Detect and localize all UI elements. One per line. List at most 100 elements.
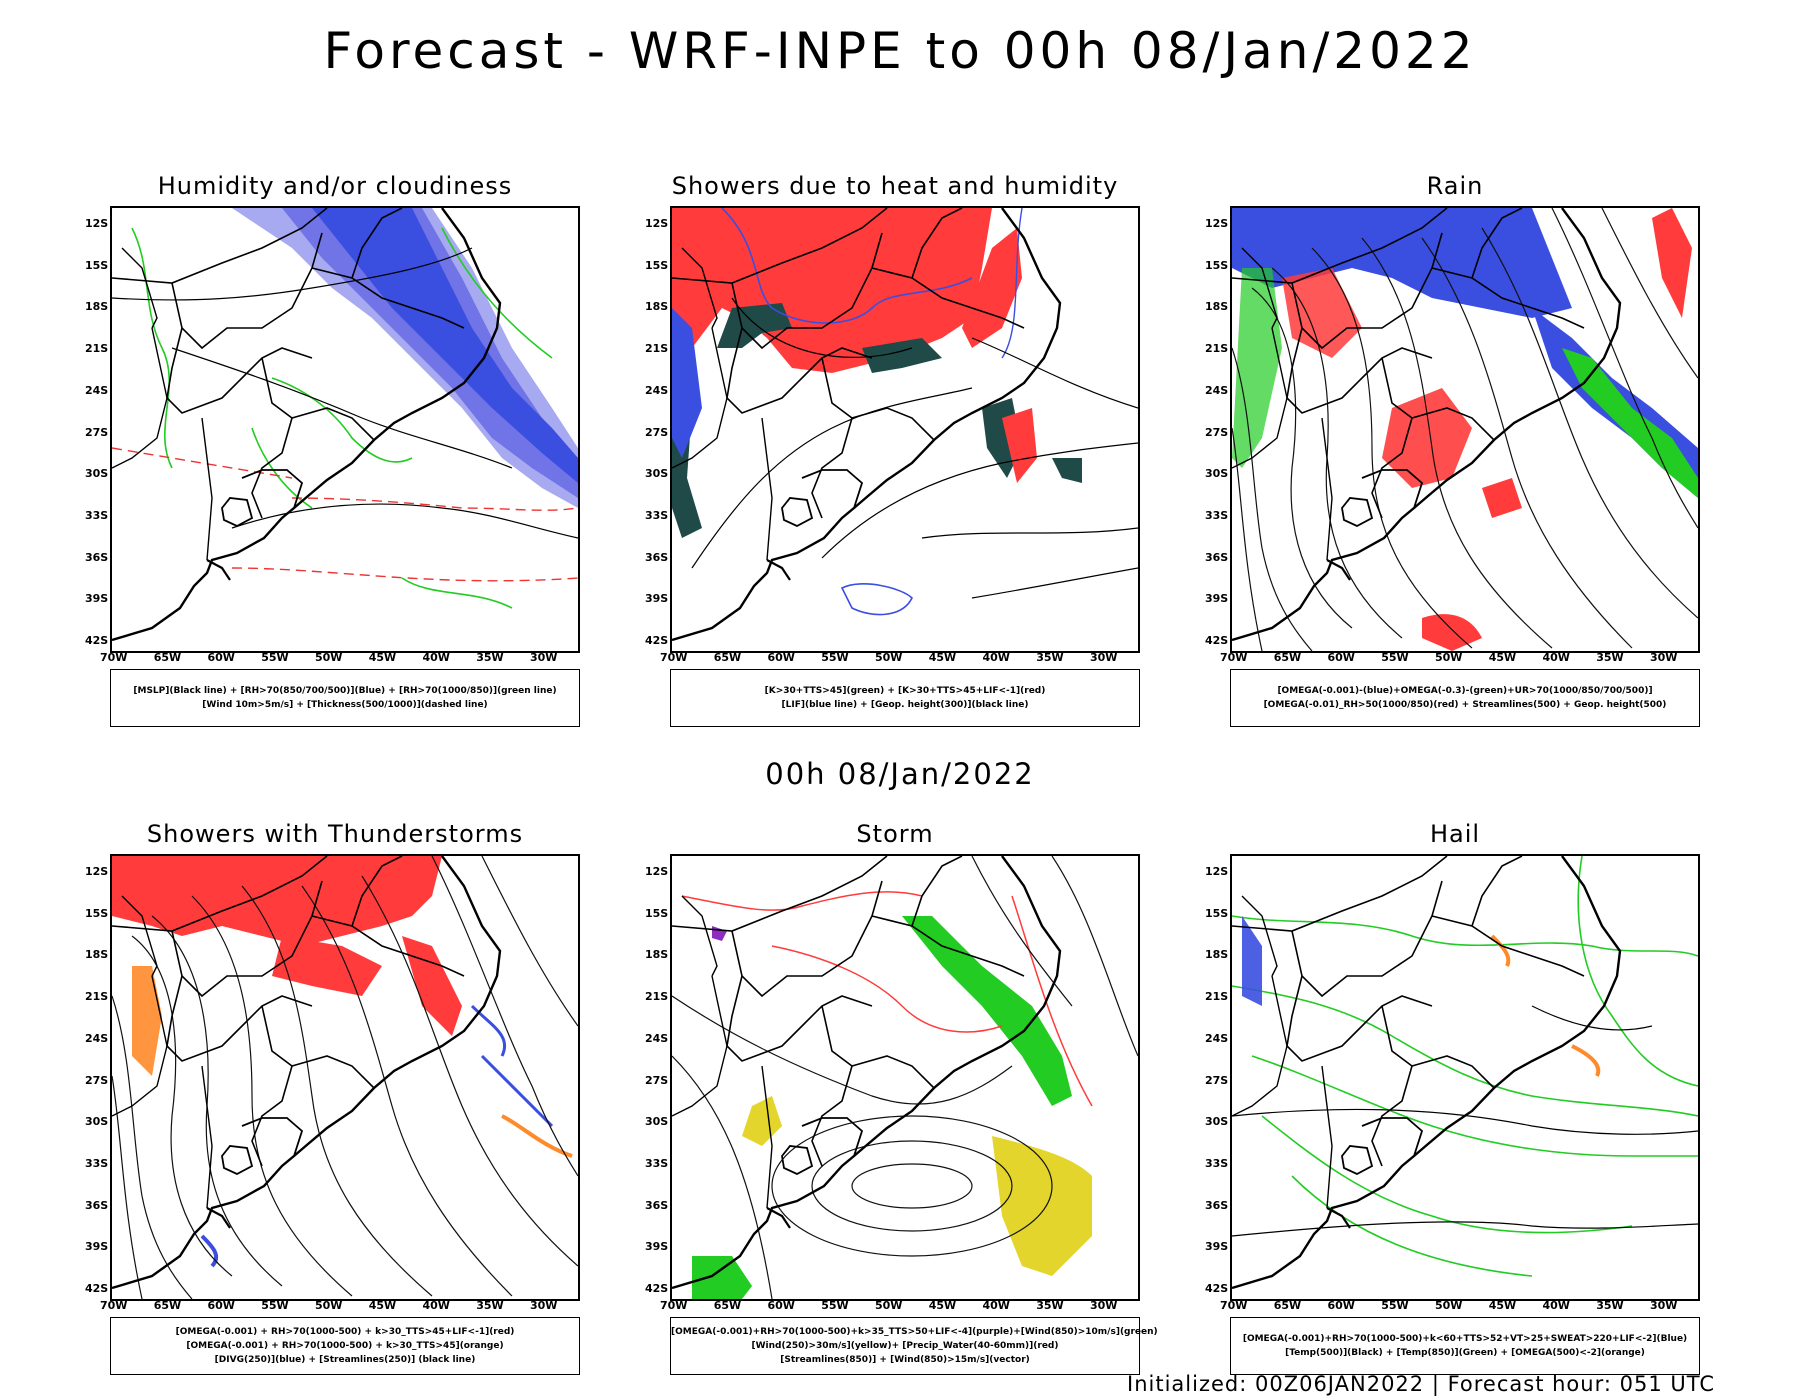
lon-tick-label: 70W — [660, 651, 688, 664]
lon-tick-label: 60W — [767, 651, 795, 664]
panel-title: Showers with Thunderstorms — [146, 820, 524, 848]
main-title: Forecast - WRF-INPE to 00h 08/Jan/2022 — [323, 22, 1477, 80]
legend-line: [OMEGA(-0.001) + RH>70(1000-500) + k>30_… — [186, 1341, 504, 1351]
panel-hail: Hail [OMEGA(-0.001)+RH>70(1000-500)+k<60… — [1205, 820, 1705, 1380]
lon-tick-label: 55W — [821, 651, 849, 664]
lon-tick-label: 35W — [476, 1299, 504, 1312]
lat-tick-label: 15S — [85, 906, 109, 920]
lat-tick-label: 24S — [1205, 1031, 1229, 1045]
legend-line: [Wind(250)>30m/s](yellow)+ [Precip_Water… — [751, 1341, 1059, 1351]
lon-tick-label: 45W — [368, 651, 397, 664]
lon-tick-label: 35W — [1596, 651, 1624, 664]
storm-map-graphic — [672, 856, 1138, 1299]
lon-tick-label: 65W — [713, 651, 742, 664]
lat-tick-label: 12S — [645, 217, 669, 230]
lat-tick-label: 21S — [645, 990, 669, 1004]
lat-tick-label: 15S — [1205, 258, 1229, 272]
lon-tick-label: 70W — [660, 1299, 688, 1312]
lon-tick-label: 50W — [1435, 651, 1463, 664]
map-rain — [1230, 206, 1700, 653]
lat-tick-label: 18S — [645, 948, 669, 962]
lat-tick-label: 27S — [1205, 425, 1229, 439]
lat-tick-label: 18S — [85, 948, 109, 962]
lon-tick-label: 50W — [315, 651, 343, 664]
panel-storm: Storm [OMEGA(-0.001)+RH>70(1000-500)+k>3… — [645, 820, 1158, 1380]
lat-tick-label: 39S — [645, 592, 669, 606]
panel-legend: [OMEGA(-0.001) + RH>70(1000-500) + k>30_… — [110, 1317, 580, 1375]
lat-tick-label: 27S — [85, 1073, 109, 1087]
lat-tick-label: 30S — [645, 467, 669, 481]
lon-tick-label: 35W — [1036, 1299, 1064, 1312]
lat-tick-label: 21S — [1205, 990, 1229, 1004]
lat-tick-label: 36S — [1205, 1198, 1229, 1212]
panel-humidity-cloudiness: Humidity and/or cloudiness [MSLP](Black … — [85, 172, 585, 732]
legend-line: [OMEGA(-0.001)-(blue)+OMEGA(-0.3)-(green… — [1277, 686, 1653, 696]
humidity-map-graphic — [112, 208, 578, 642]
lon-tick-label: 45W — [368, 1299, 397, 1312]
lon-tick-label: 40W — [1542, 1299, 1570, 1312]
lat-tick-label: 27S — [85, 425, 109, 439]
map-hail — [1230, 854, 1700, 1301]
lat-tick-label: 36S — [645, 1198, 669, 1212]
lat-tick-label: 15S — [1205, 906, 1229, 920]
lat-tick-label: 24S — [645, 383, 669, 397]
lat-tick-label: 42S — [645, 634, 669, 647]
lon-tick-label: 55W — [261, 651, 289, 664]
lat-tick-label: 36S — [645, 550, 669, 564]
lat-tick-label: 15S — [645, 906, 669, 920]
lat-tick-label: 24S — [645, 1031, 669, 1045]
panel-rain: Rain [OMEGA(-0.001)-(blue)+OMEGA(-0.3)-(… — [1205, 172, 1705, 732]
lat-tick-label: 27S — [645, 425, 669, 439]
legend-line: [DIVG(250)](blue) + [Streamlines(250)] (… — [214, 1355, 476, 1365]
lat-tick-label: 18S — [1205, 948, 1229, 962]
lat-tick-label: 24S — [85, 1031, 109, 1045]
lon-tick-label: 40W — [982, 651, 1010, 664]
lat-tick-label: 12S — [1205, 865, 1229, 878]
lat-tick-label: 12S — [1205, 217, 1229, 230]
lon-tick-label: 40W — [982, 1299, 1010, 1312]
lat-tick-label: 42S — [1205, 634, 1229, 647]
lat-tick-label: 30S — [85, 467, 109, 481]
lon-tick-label: 45W — [928, 651, 957, 664]
lat-tick-label: 33S — [1205, 508, 1229, 522]
lon-tick-label: 35W — [1596, 1299, 1624, 1312]
lon-tick-label: 40W — [1542, 651, 1570, 664]
lon-tick-label: 45W — [928, 1299, 957, 1312]
lon-tick-label: 30W — [1090, 651, 1118, 664]
panel-title: Hail — [1429, 820, 1481, 848]
lat-tick-label: 24S — [1205, 383, 1229, 397]
lon-tick-label: 60W — [207, 651, 235, 664]
hail-map-graphic — [1232, 856, 1698, 1290]
map-humidity-cloudiness — [110, 206, 580, 653]
legend-line: [MSLP](Black line) + [RH>70(850/700/500)… — [133, 686, 557, 696]
panel-legend: [OMEGA(-0.001)-(blue)+OMEGA(-0.3)-(green… — [1230, 669, 1700, 727]
lon-tick-label: 35W — [1036, 651, 1064, 664]
lon-tick-label: 50W — [875, 1299, 903, 1312]
lat-tick-label: 39S — [85, 1240, 109, 1254]
lat-tick-label: 21S — [85, 342, 109, 356]
lat-tick-label: 12S — [85, 865, 109, 878]
rain-map-graphic — [1232, 208, 1698, 651]
lat-tick-label: 15S — [645, 258, 669, 272]
lat-tick-label: 18S — [85, 300, 109, 314]
legend-line: [OMEGA(-0.001) + RH>70(1000-500) + k>30_… — [175, 1327, 515, 1337]
lon-tick-label: 30W — [1090, 1299, 1118, 1312]
legend-line: [K>30+TTS>45](green) + [K>30+TTS>45+LIF<… — [764, 686, 1046, 696]
panel-title: Showers due to heat and humidity — [671, 172, 1119, 200]
lon-tick-label: 60W — [767, 1299, 795, 1312]
lat-tick-label: 30S — [1205, 1115, 1229, 1129]
lat-tick-label: 30S — [85, 1115, 109, 1129]
lon-tick-label: 65W — [153, 1299, 182, 1312]
lon-tick-label: 70W — [100, 1299, 128, 1312]
panel-showers-heat-humidity: Showers due to heat and humidity [K>30+T… — [645, 172, 1145, 732]
legend-line: [OMEGA(-0.01)_RH>50(1000/850)(red) + Str… — [1263, 700, 1667, 710]
forecast-valid-time: 00h 08/Jan/2022 — [765, 757, 1035, 791]
panel-legend: [K>30+TTS>45](green) + [K>30+TTS>45+LIF<… — [670, 669, 1140, 727]
lat-tick-label: 36S — [1205, 550, 1229, 564]
panel-title: Storm — [856, 820, 934, 848]
lat-tick-label: 18S — [645, 300, 669, 314]
lat-tick-label: 21S — [645, 342, 669, 356]
lon-tick-label: 55W — [1381, 651, 1409, 664]
lat-tick-label: 24S — [85, 383, 109, 397]
lon-tick-label: 60W — [207, 1299, 235, 1312]
